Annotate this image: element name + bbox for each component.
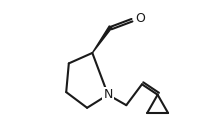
Text: N: N xyxy=(103,88,113,101)
Text: O: O xyxy=(135,13,145,25)
Polygon shape xyxy=(92,26,112,53)
